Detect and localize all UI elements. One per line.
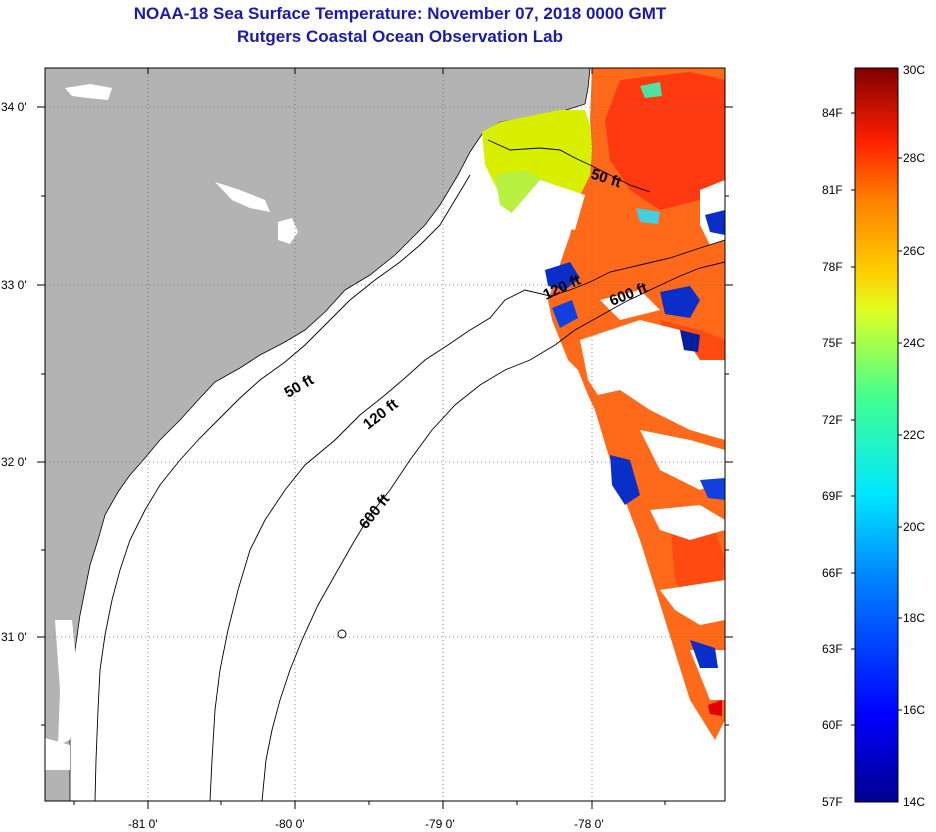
cold-patch-8	[705, 210, 725, 235]
cloud-gap-5	[650, 505, 725, 540]
contour-label-120-south: 120 ft	[360, 396, 401, 434]
lat-label: 32 0'	[1, 455, 27, 469]
graticule	[45, 68, 725, 801]
map-frame	[44, 67, 726, 802]
coastal-marsh-tip	[45, 738, 70, 770]
seamount-contour	[337, 629, 347, 639]
map-subtitle: Rutgers Coastal Ocean Observation Lab	[237, 27, 563, 46]
lake-moultrie	[278, 218, 298, 244]
contour-label-50-south: 50 ft	[282, 371, 317, 401]
contour-50ft	[94, 139, 651, 801]
lon-label: -78 0'	[574, 817, 604, 831]
lon-label: -79 0'	[425, 817, 455, 831]
tick-marks	[37, 68, 733, 809]
contour-600ft	[261, 261, 725, 801]
contour-label-600-south: 600 ft	[356, 491, 394, 532]
sst-shelf-green	[495, 170, 548, 215]
cold-patch-4	[680, 330, 700, 352]
cold-patch-7	[690, 640, 718, 668]
cloud-gap-6	[660, 580, 725, 625]
cloud-gap-4	[640, 430, 725, 490]
cloud-gap-1	[510, 180, 585, 230]
cold-patch-3	[660, 286, 700, 318]
cold-patch-6	[700, 478, 725, 500]
lon-label: -80 0'	[275, 817, 305, 831]
lat-label: 31 0'	[1, 630, 27, 644]
sst-gulfstream-core	[605, 72, 725, 210]
cold-patch-2	[552, 300, 578, 328]
lon-label: -81 0'	[128, 817, 158, 831]
cyan-patch-1	[636, 208, 660, 224]
coastal-marsh-south	[55, 620, 78, 745]
contour-120ft	[209, 239, 725, 801]
map-title: NOAA-18 Sea Surface Temperature: Novembe…	[133, 4, 667, 23]
lat-label: 34 0'	[1, 100, 27, 114]
cold-patch-5	[610, 455, 640, 505]
cyan-patch-2	[640, 82, 662, 98]
map-content	[45, 68, 725, 801]
lake-north	[65, 84, 112, 100]
red-spot-south	[708, 700, 722, 716]
lat-label: 33 0'	[1, 278, 27, 292]
cold-patch-1	[545, 262, 580, 290]
cloud-gap-7	[600, 290, 660, 320]
lake-marion	[215, 182, 270, 212]
